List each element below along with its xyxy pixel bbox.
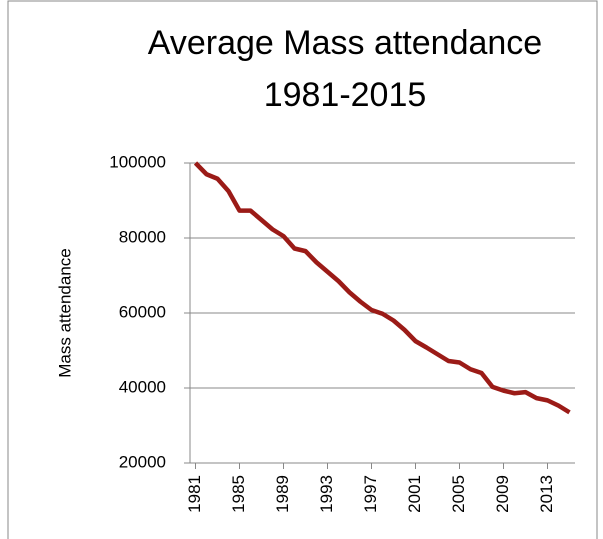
x-tick-label: 2009 <box>493 475 512 513</box>
x-tick-label: 1985 <box>229 475 248 513</box>
x-tick-label: 2001 <box>405 475 424 513</box>
x-tick-label: 1981 <box>185 475 204 513</box>
chart-subtitle: 1981-2015 <box>264 76 427 114</box>
chart-frame <box>7 0 598 539</box>
data-line <box>193 161 571 415</box>
y-tick-label: 40000 <box>119 377 166 396</box>
x-tick-label: 2013 <box>537 475 556 513</box>
x-tick-label: 1993 <box>317 475 336 513</box>
y-tick-label: 100000 <box>109 152 166 171</box>
x-tick-label: 1997 <box>361 475 380 513</box>
y-tick-label: 60000 <box>119 302 166 321</box>
x-tick-label: 2005 <box>449 475 468 513</box>
y-tick-label: 80000 <box>119 227 166 246</box>
y-tick-label: 20000 <box>119 452 166 471</box>
chart-title: Average Mass attendance <box>148 24 542 62</box>
y-axis-label: Mass attendance <box>55 248 74 377</box>
x-tick-label: 1989 <box>273 475 292 513</box>
